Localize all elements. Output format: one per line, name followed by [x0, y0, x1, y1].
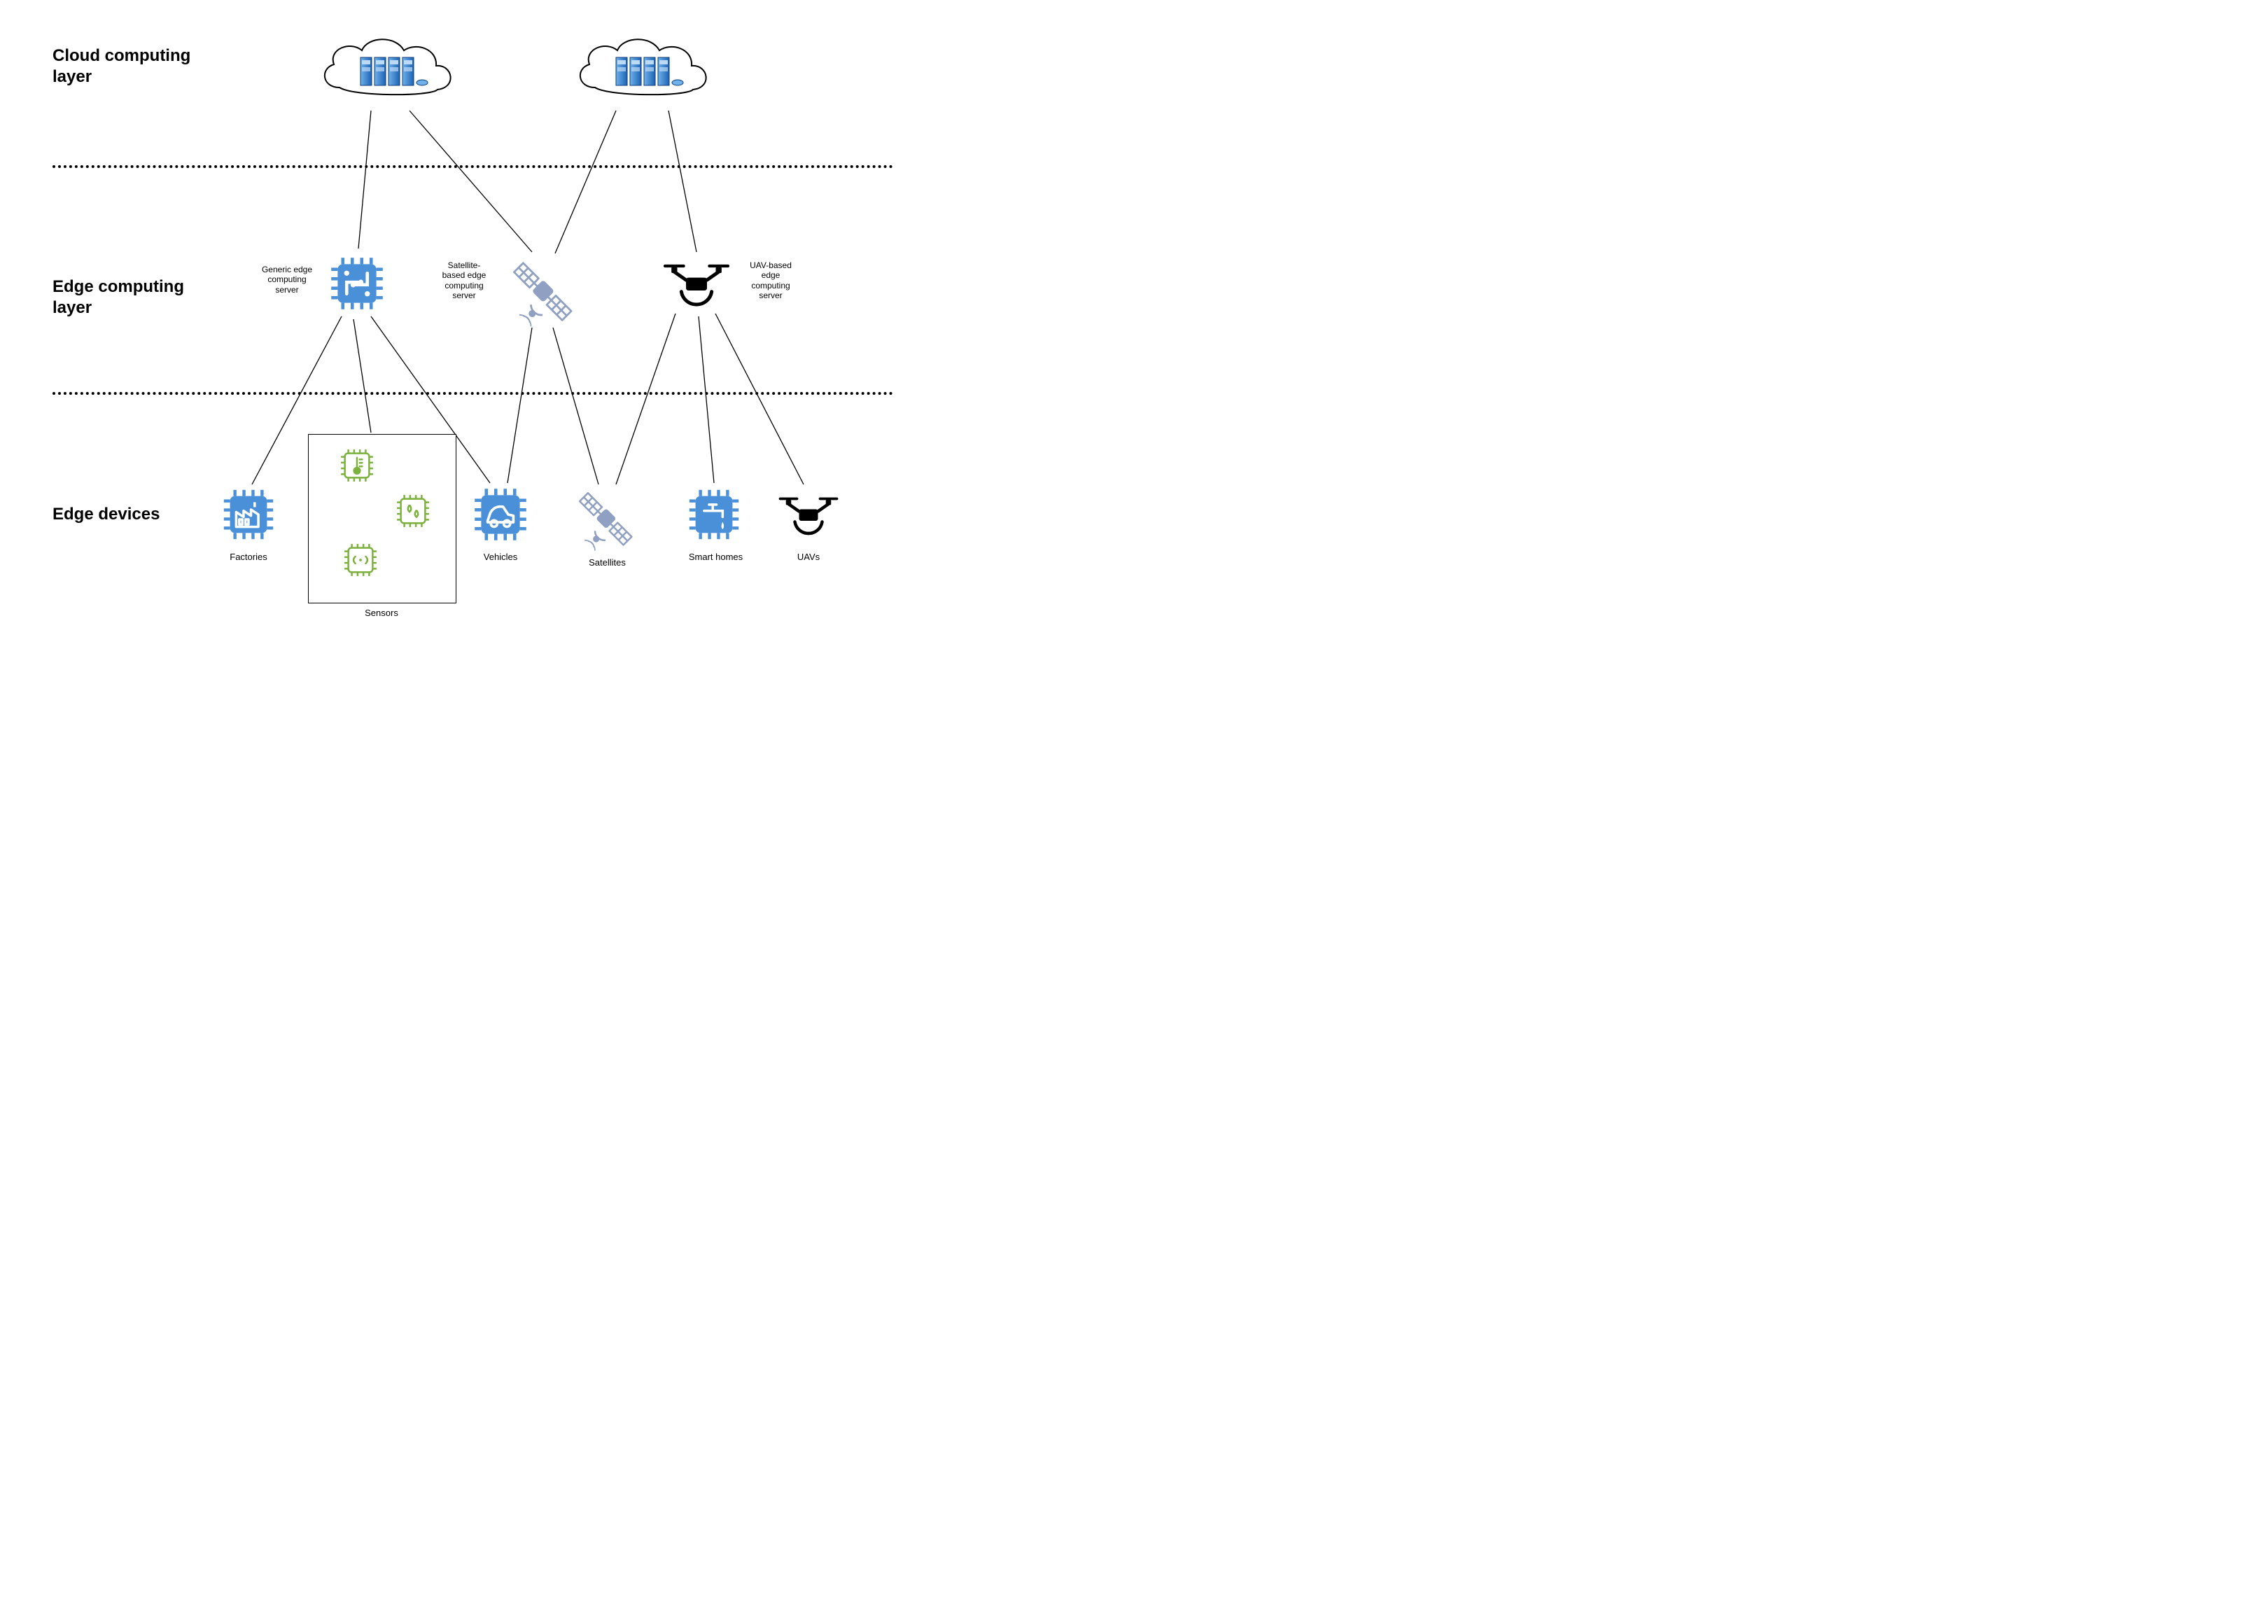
factories-label-text: Factories	[230, 552, 267, 562]
sensor-thermo-icon	[335, 444, 379, 487]
layer-label-edge-text: Edge computinglayer	[52, 277, 184, 317]
sensors-label-text: Sensors	[365, 608, 398, 618]
vehicles-label-text: Vehicles	[484, 552, 517, 562]
vehicles-label: Vehicles	[476, 552, 525, 562]
divider-2	[52, 392, 893, 395]
layer-label-edge: Edge computinglayer	[52, 276, 206, 318]
uavs-label: UAVs	[788, 552, 830, 562]
satellite-edge-icon	[504, 252, 581, 329]
smart-homes-icon	[683, 484, 745, 545]
layer-label-cloud-text: Cloud computinglayer	[52, 46, 190, 86]
smart-homes-label-text: Smart homes	[689, 552, 743, 562]
satellite-edge-label: Satellite-based edgecomputingserver	[435, 260, 493, 301]
smart-homes-label: Smart homes	[682, 552, 749, 562]
satellites-label-text: Satellites	[589, 557, 626, 568]
uavs-device-icon	[777, 483, 840, 546]
satellite-edge-label-text: Satellite-based edgecomputingserver	[442, 260, 486, 300]
generic-edge-label: Generic edgecomputingserver	[255, 265, 318, 295]
satellites-label: Satellites	[581, 557, 634, 568]
sensor-code-icon	[339, 538, 382, 582]
generic-edge-chip-icon	[325, 251, 389, 316]
layer-label-devices: Edge devices	[52, 504, 192, 525]
uav-edge-icon	[662, 248, 732, 318]
satellites-device-icon	[570, 483, 640, 553]
cloud-left-icon	[312, 28, 465, 112]
layer-label-cloud: Cloud computinglayer	[52, 46, 206, 88]
divider-1	[52, 165, 893, 168]
uav-edge-label-text: UAV-basededgecomputingserver	[750, 260, 792, 300]
sensors-label: Sensors	[350, 608, 413, 618]
diagram-stage: Cloud computinglayer Edge computinglayer…	[0, 0, 907, 650]
layer-label-devices-text: Edge devices	[52, 505, 160, 524]
generic-edge-label-text: Generic edgecomputingserver	[262, 265, 312, 295]
uavs-label-text: UAVs	[797, 552, 820, 562]
factories-label: Factories	[220, 552, 276, 562]
uav-edge-label: UAV-basededgecomputingserver	[741, 260, 801, 301]
vehicles-icon	[468, 482, 533, 547]
cloud-right-icon	[567, 28, 721, 112]
factories-icon	[218, 484, 279, 545]
sensor-humidity-icon	[391, 489, 435, 533]
